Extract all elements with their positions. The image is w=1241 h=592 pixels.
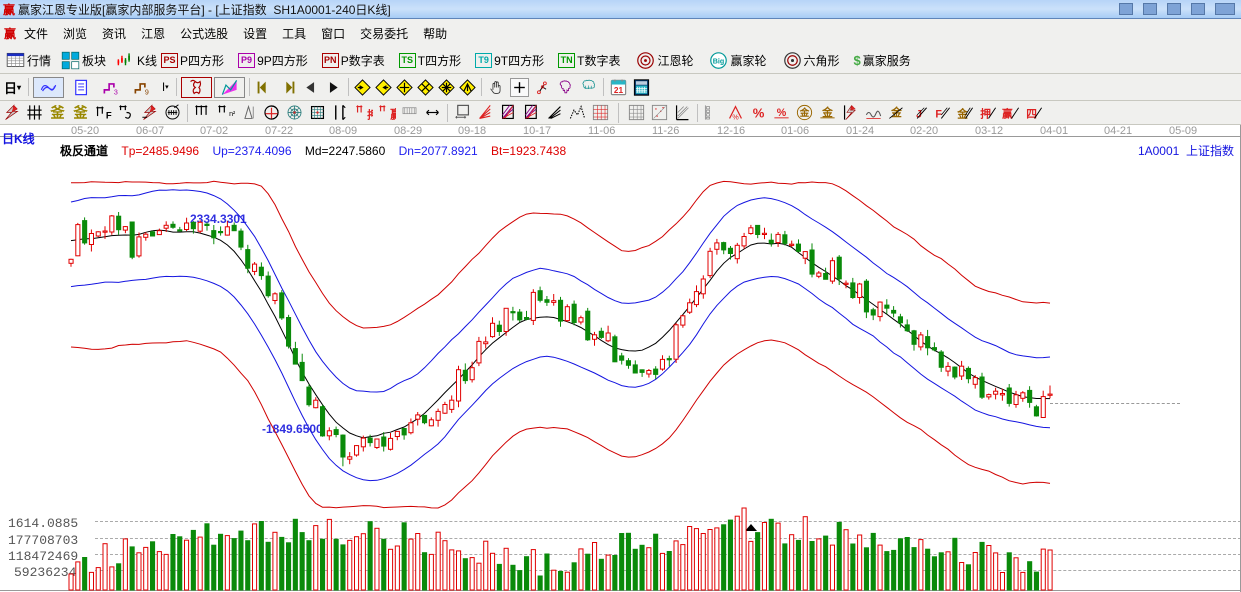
- svg-text:21: 21: [614, 84, 624, 94]
- svg-text:%: %: [753, 105, 765, 120]
- svg-text:金: 金: [799, 107, 810, 119]
- svg-text:Big: Big: [713, 57, 724, 65]
- svg-text:四: 四: [1026, 108, 1037, 120]
- svg-text:F: F: [106, 110, 112, 121]
- svg-text:F: F: [935, 108, 942, 120]
- svg-text:n²: n²: [229, 110, 235, 118]
- svg-text:3: 3: [114, 88, 118, 96]
- svg-text:9: 9: [145, 88, 149, 96]
- svg-text:押: 押: [980, 107, 991, 120]
- svg-text:押: 押: [367, 108, 373, 121]
- svg-text:釜: 釜: [72, 103, 88, 121]
- svg-text:%: %: [777, 107, 787, 119]
- svg-text:釜: 釜: [49, 103, 65, 121]
- svg-text:%: %: [732, 114, 739, 122]
- svg-text:赢: 赢: [390, 107, 396, 121]
- svg-text:金: 金: [821, 106, 833, 119]
